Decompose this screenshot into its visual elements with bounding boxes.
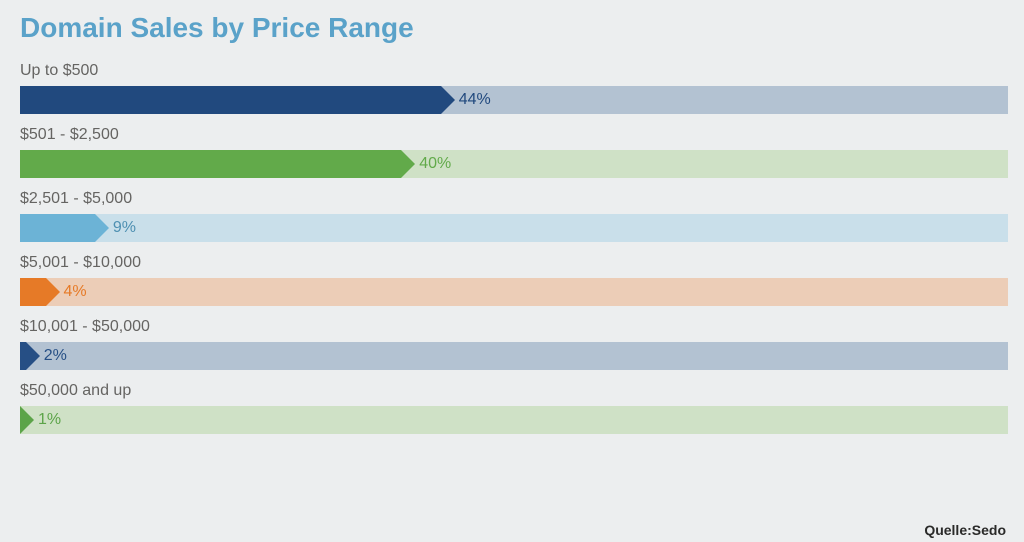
bar-track: 9% <box>20 214 1008 242</box>
bar-track: 2% <box>20 342 1008 370</box>
bar-percent: 44% <box>459 86 491 114</box>
bar-arrow-icon <box>26 342 40 370</box>
bar-percent: 1% <box>38 406 61 434</box>
bar-label: $50,000 and up <box>20 382 1008 400</box>
bar-row: $501 - $2,500 40% <box>20 126 1008 178</box>
bar-label: $2,501 - $5,000 <box>20 190 1008 208</box>
bar-track: 1% <box>20 406 1008 434</box>
bar-fill <box>20 278 46 306</box>
bar-percent: 4% <box>64 278 87 306</box>
bar-track: 40% <box>20 150 1008 178</box>
bar-fill <box>20 86 441 114</box>
bar-row: $10,001 - $50,000 2% <box>20 318 1008 370</box>
bar-arrow-icon <box>441 86 455 114</box>
bar-label: $5,001 - $10,000 <box>20 254 1008 272</box>
chart-title: Domain Sales by Price Range <box>20 12 414 44</box>
bar-percent: 9% <box>113 214 136 242</box>
bar-track: 4% <box>20 278 1008 306</box>
bar-arrow-icon <box>95 214 109 242</box>
bar-percent: 40% <box>419 150 451 178</box>
bar-row: $2,501 - $5,000 9% <box>20 190 1008 242</box>
bar-arrow-icon <box>401 150 415 178</box>
bar-label: Up to $500 <box>20 62 1008 80</box>
bar-row: Up to $500 44% <box>20 62 1008 114</box>
bar-percent: 2% <box>44 342 67 370</box>
bar-arrow-icon <box>46 278 60 306</box>
bar-chart: Up to $500 44% $501 - $2,500 40% $2,501 - $5… <box>20 62 1008 446</box>
bar-row: $50,000 and up 1% <box>20 382 1008 434</box>
bar-row: $5,001 - $10,000 4% <box>20 254 1008 306</box>
bar-arrow-icon <box>20 406 34 434</box>
bar-label: $10,001 - $50,000 <box>20 318 1008 336</box>
source-credit: Quelle:Sedo <box>924 522 1006 538</box>
bar-fill <box>20 214 95 242</box>
bar-label: $501 - $2,500 <box>20 126 1008 144</box>
bar-track: 44% <box>20 86 1008 114</box>
bar-fill <box>20 150 401 178</box>
